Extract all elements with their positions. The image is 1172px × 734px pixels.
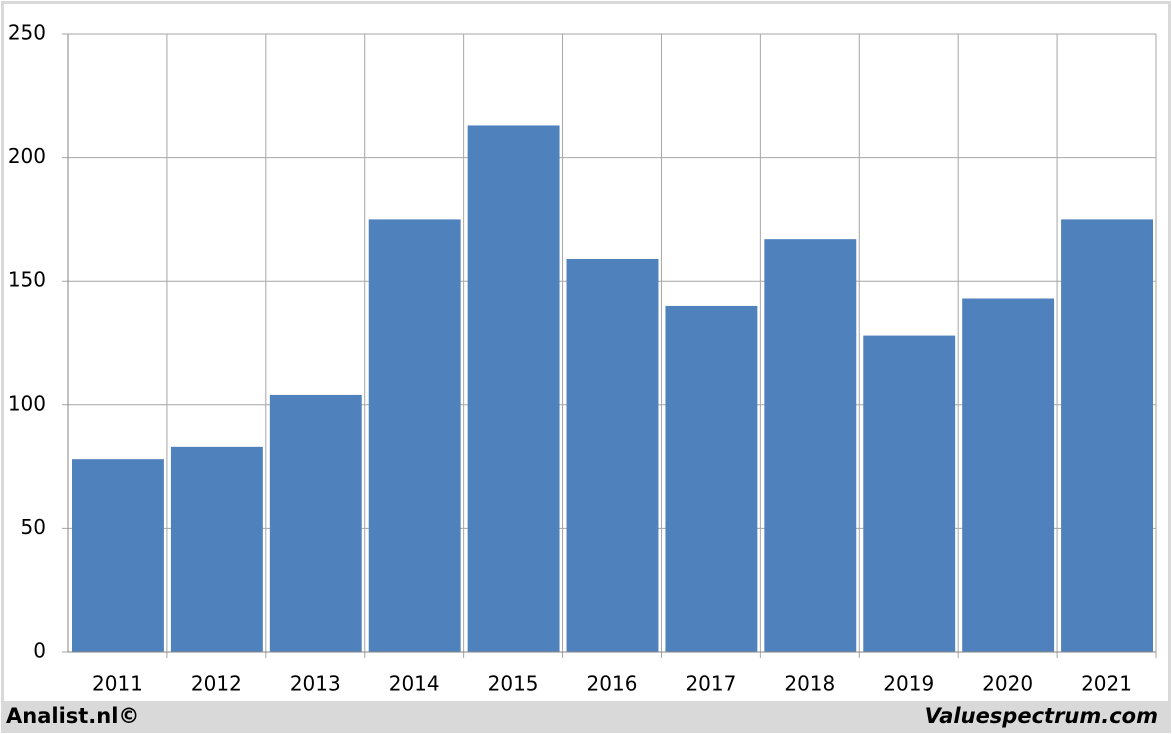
x-tick-label: 2021 <box>1081 672 1132 696</box>
x-tick-label: 2016 <box>587 672 638 696</box>
footer-right: Valuespectrum.com <box>925 704 1158 728</box>
y-tick-label: 250 <box>8 21 46 45</box>
bar <box>665 305 758 652</box>
y-tick-label: 150 <box>8 268 46 292</box>
y-tick-label: 200 <box>8 144 46 168</box>
x-tick-label: 2014 <box>389 672 440 696</box>
y-tick-label: 50 <box>21 515 46 539</box>
bar <box>863 335 956 652</box>
x-tick-label: 2013 <box>290 672 341 696</box>
y-tick-label: 0 <box>33 639 46 663</box>
footer-left: Analist.nl© <box>6 704 139 728</box>
x-tick-label: 2019 <box>883 672 934 696</box>
bar <box>1061 219 1153 652</box>
bar <box>170 446 263 652</box>
x-tick-label: 2012 <box>191 672 242 696</box>
bar <box>467 125 560 653</box>
bar <box>368 219 461 652</box>
x-tick-label: 2017 <box>685 672 736 696</box>
y-tick-label: 100 <box>8 391 46 415</box>
bar <box>72 459 164 652</box>
x-tick-label: 2020 <box>982 672 1033 696</box>
x-tick-label: 2015 <box>488 672 539 696</box>
x-tick-label: 2018 <box>784 672 835 696</box>
bar <box>962 298 1055 652</box>
bar <box>764 239 857 652</box>
bar <box>566 258 659 652</box>
bar <box>269 394 362 652</box>
x-tick-label: 2011 <box>92 672 143 696</box>
